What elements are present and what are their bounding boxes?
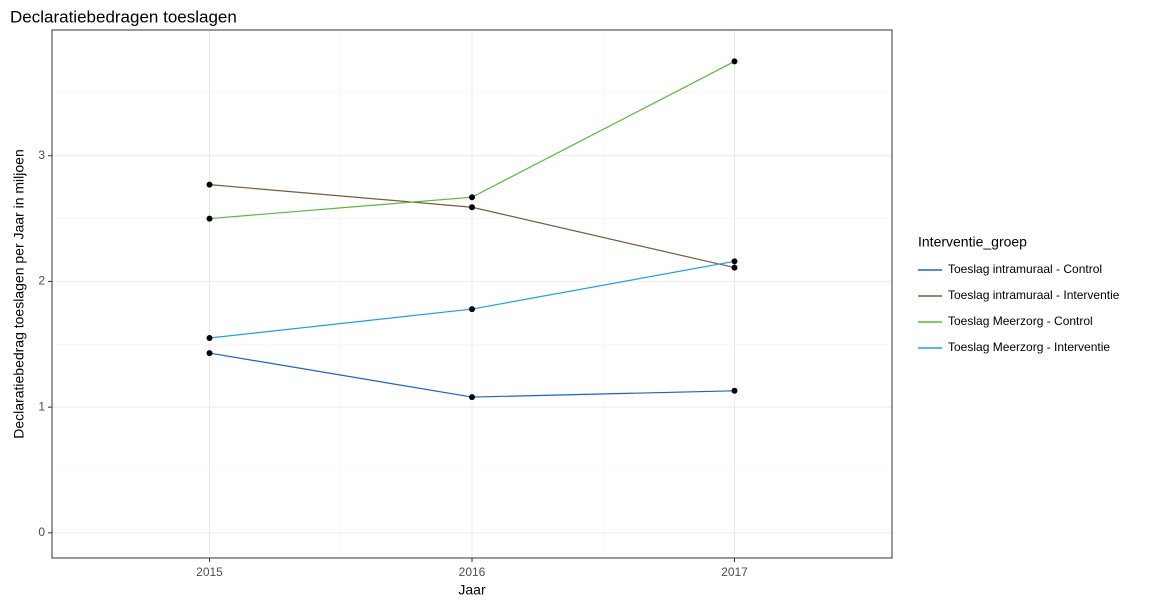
data-point <box>206 350 213 357</box>
data-point <box>731 387 738 394</box>
legend-label: Toeslag intramuraal - Interventie <box>948 288 1120 302</box>
data-point <box>469 306 475 313</box>
x-tick-label: 2015 <box>196 565 223 579</box>
x-tick-label: 2017 <box>721 565 748 579</box>
data-point <box>469 394 475 401</box>
legend-label: Toeslag Meerzorg - Interventie <box>948 340 1110 354</box>
legend-label: Toeslag Meerzorg - Control <box>948 314 1093 328</box>
y-tick-label: 3 <box>38 148 45 162</box>
data-point <box>469 204 475 211</box>
data-point <box>731 58 738 65</box>
data-point <box>206 335 213 341</box>
y-axis-label: Declaratiebedrag toeslagen per Jaar in m… <box>11 149 27 439</box>
y-tick-label: 0 <box>38 525 45 539</box>
data-point <box>469 194 475 201</box>
x-axis-label: Jaar <box>458 582 486 598</box>
data-point <box>731 264 738 271</box>
chart-title: Declaratiebedragen toeslagen <box>10 7 237 26</box>
x-tick-label: 2016 <box>459 565 486 579</box>
y-tick-label: 1 <box>38 399 45 413</box>
y-tick-label: 2 <box>38 274 45 288</box>
plot-border <box>51 29 893 559</box>
data-point <box>206 181 213 188</box>
legend-label: Toeslag intramuraal - Control <box>948 262 1102 276</box>
legend-title: Interventie_groep <box>918 234 1027 250</box>
data-point <box>731 258 738 265</box>
data-point <box>206 215 213 222</box>
